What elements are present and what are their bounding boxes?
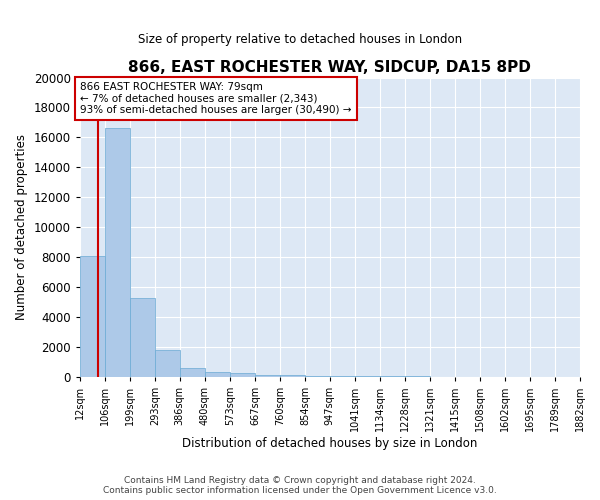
Bar bbox=[155, 350, 180, 377]
Y-axis label: Number of detached properties: Number of detached properties bbox=[15, 134, 28, 320]
Bar bbox=[130, 298, 155, 377]
Bar bbox=[105, 128, 130, 377]
X-axis label: Distribution of detached houses by size in London: Distribution of detached houses by size … bbox=[182, 437, 478, 450]
Bar bbox=[280, 376, 305, 377]
Title: 866, EAST ROCHESTER WAY, SIDCUP, DA15 8PD: 866, EAST ROCHESTER WAY, SIDCUP, DA15 8P… bbox=[128, 60, 531, 75]
Bar bbox=[255, 374, 280, 377]
Text: Contains HM Land Registry data © Crown copyright and database right 2024.
Contai: Contains HM Land Registry data © Crown c… bbox=[103, 476, 497, 495]
Bar bbox=[355, 376, 380, 377]
Bar bbox=[180, 368, 205, 377]
Text: Size of property relative to detached houses in London: Size of property relative to detached ho… bbox=[138, 32, 462, 46]
Bar bbox=[380, 376, 405, 377]
Bar bbox=[330, 376, 355, 377]
Bar bbox=[305, 376, 330, 377]
Bar bbox=[205, 372, 230, 377]
Text: 866 EAST ROCHESTER WAY: 79sqm
← 7% of detached houses are smaller (2,343)
93% of: 866 EAST ROCHESTER WAY: 79sqm ← 7% of de… bbox=[80, 82, 352, 115]
Bar bbox=[80, 256, 105, 377]
Bar bbox=[230, 374, 255, 377]
